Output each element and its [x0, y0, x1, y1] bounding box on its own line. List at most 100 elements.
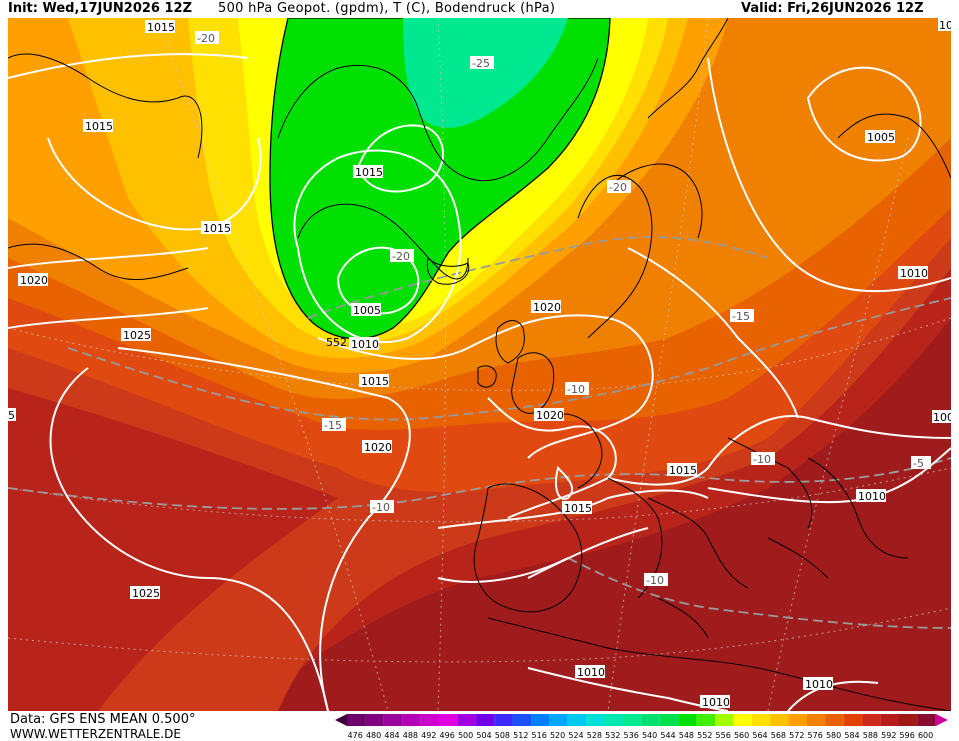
colorbar-tick-label: 516: [532, 731, 547, 740]
pressure-label-text: 1015: [147, 21, 175, 34]
colorbar-tick-label: 596: [900, 731, 915, 740]
colorbar-swatch: [733, 714, 752, 726]
colorbar-swatch: [604, 714, 623, 726]
colorbar-max-arrow: [935, 714, 948, 726]
pressure-label: 1010: [856, 489, 886, 503]
colorbar-swatch: [420, 714, 439, 726]
pressure-label: 1025: [121, 328, 151, 342]
colorbar-swatch: [531, 714, 550, 726]
temperature-label-text: -20: [392, 250, 410, 263]
colorbar-swatch: [549, 714, 568, 726]
colorbar-swatch: [567, 714, 587, 726]
temperature-label: -20: [607, 180, 631, 194]
valid-time-label: Valid: Fri,26JUN2026 12Z: [741, 1, 924, 16]
pressure-label: 1005: [865, 130, 895, 144]
colorbar-tick-label: 592: [881, 731, 896, 740]
pressure-label-text: 1010: [351, 338, 379, 351]
temperature-label: -20: [390, 249, 414, 263]
colorbar-swatch: [512, 714, 531, 726]
init-time-label: Init: Wed,17JUN2026 12Z: [8, 1, 193, 16]
colorbar-swatch: [843, 714, 863, 726]
pressure-label-text: 1025: [123, 329, 151, 342]
colorbar-tick-label: 504: [476, 731, 491, 740]
colorbar-swatch: [402, 714, 421, 726]
temperature-label-text: -15: [732, 310, 750, 323]
temperature-isotherms: [8, 236, 951, 629]
colorbar-tick-label: 580: [826, 731, 841, 740]
temperature-label-group: -20 -25 -20 -20 -15 -15 -10 -10 -10 -10 …: [195, 31, 931, 587]
colorbar-tick-label: 548: [679, 731, 694, 740]
pressure-label: 1010: [898, 266, 928, 280]
colorbar-swatch: [751, 714, 771, 726]
lat-lon-grid: [8, 18, 951, 711]
colorbar-tick-label: 476: [348, 731, 363, 740]
colorbar-tick-label: 572: [789, 731, 804, 740]
pressure-label-group: 1015 1015 1015 1015 1015 1015 1015 1015 …: [8, 18, 951, 709]
pressure-label: 1010: [803, 677, 833, 691]
colorbar-swatch: [807, 714, 826, 726]
pressure-label-text: 1020: [364, 441, 392, 454]
temperature-label: -10: [751, 452, 775, 466]
temperature-label-text: -5: [913, 457, 924, 470]
temperature-label: -15: [730, 309, 754, 323]
temperature-label-text: -20: [197, 32, 215, 45]
colorbar-swatch: [383, 714, 403, 726]
pressure-label: 10: [938, 18, 951, 32]
temperature-label: -25: [470, 56, 494, 70]
temperature-label: -5: [911, 456, 931, 470]
colorbar-swatch: [641, 714, 660, 726]
colorbar-swatch: [880, 714, 899, 726]
pressure-label-text: 5: [8, 409, 15, 422]
colorbar-swatch: [659, 714, 679, 726]
pressure-label-text: 1015: [669, 464, 697, 477]
pressure-label-text: 1020: [536, 409, 564, 422]
weather-map-canvas: 1015 1015 1015 1015 1015 1015 1015 1015 …: [8, 18, 951, 711]
temperature-label-text: -20: [609, 181, 627, 194]
colorbar-swatch: [623, 714, 642, 726]
pressure-label: 1020: [18, 273, 48, 287]
pressure-label: 1015: [145, 20, 175, 34]
colorbar-swatch: [715, 714, 734, 726]
colorbar-swatch: [696, 714, 715, 726]
pressure-label: 1025: [130, 586, 160, 600]
colorbar-tick-label: 480: [366, 731, 381, 740]
temperature-label-text: -10: [567, 383, 585, 396]
colorbar-swatch: [862, 714, 881, 726]
temperature-label-text: -25: [472, 57, 490, 70]
pressure-label-text: 1010: [858, 490, 886, 503]
temperature-label-text: -10: [753, 453, 771, 466]
colorbar-tick-label: 500: [458, 731, 473, 740]
colorbar-tick-label: 496: [440, 731, 455, 740]
colorbar-tick-label: 576: [808, 731, 823, 740]
colorbar-tick-label: 588: [863, 731, 878, 740]
colorbar-swatch: [347, 714, 366, 726]
pressure-label-text: 1010: [805, 678, 833, 691]
map-header: Init: Wed,17JUN2026 12Z 500 hPa Geopot. …: [0, 0, 959, 18]
temperature-label: -20: [195, 31, 219, 45]
pressure-label: 1020: [362, 440, 392, 454]
colorbar-labels: 476 480 484 488 492 496 500 504 508 512 516 520 524 5…: [348, 731, 934, 740]
pressure-label: 1015: [562, 501, 592, 515]
pressure-label: 1015: [667, 463, 697, 477]
pressure-label: 1005: [351, 303, 381, 317]
pressure-label: 1015: [359, 374, 389, 388]
pressure-label: 1015: [353, 165, 383, 179]
colorbar-min-arrow: [335, 714, 347, 726]
temperature-label-text: -15: [324, 419, 342, 432]
colorbar-swatch: [678, 714, 697, 726]
pressure-label: 100: [932, 410, 951, 424]
colorbar-swatch: [899, 714, 918, 726]
pressure-label-text: 1015: [203, 222, 231, 235]
data-source-label: Data: GFS ENS MEAN 0.500°: [10, 712, 196, 727]
colorbar-swatches: [335, 714, 948, 726]
temperature-label-text: -10: [372, 501, 390, 514]
pressure-label: 1010: [349, 337, 379, 351]
weather-map: 1015 1015 1015 1015 1015 1015 1015 1015 …: [8, 18, 951, 711]
colorbar-swatch: [457, 714, 476, 726]
pressure-label-text: 1015: [355, 166, 383, 179]
temperature-label: -15: [322, 418, 346, 432]
colorbar-tick-label: 600: [918, 731, 933, 740]
colorbar-tick-label: 512: [513, 731, 528, 740]
colorbar-legend: 476 480 484 488 492 496 500 504 508 512 516 520 524 5…: [335, 714, 948, 740]
colorbar-tick-label: 492: [421, 731, 436, 740]
